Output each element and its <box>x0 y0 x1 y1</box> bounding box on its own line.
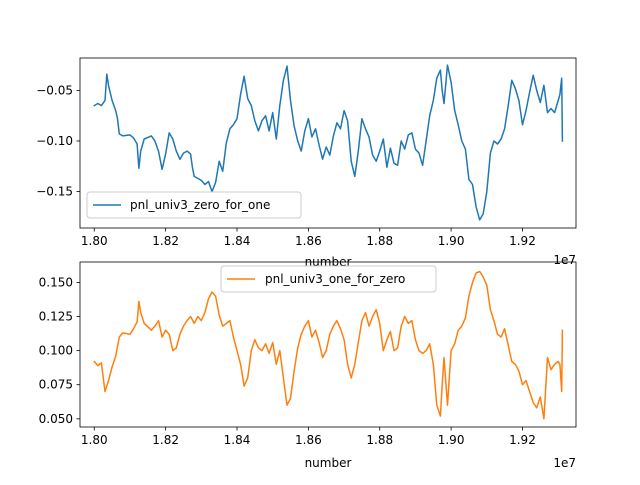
bottom-subplot-series <box>93 270 564 420</box>
bottom-x-tick-label: 1.84 <box>224 433 251 447</box>
bottom-x-tick-label: 1.90 <box>438 433 465 447</box>
top-x-tick-label: 1.82 <box>152 234 179 248</box>
top-subplot-series <box>93 64 564 221</box>
top-x-tick-label: 1.80 <box>81 234 108 248</box>
bottom-y-tick-label: 0.050 <box>39 412 73 426</box>
top-subplot-frame <box>79 57 577 229</box>
top-x-tick-label: 1.90 <box>438 234 465 248</box>
bottom-x-offset-label: 1e7 <box>553 456 576 470</box>
bottom-legend-label: pnl_univ3_one_for_zero <box>265 272 405 286</box>
bottom-x-tick-label: 1.92 <box>509 433 536 447</box>
bottom-x-tick-label: 1.80 <box>81 433 108 447</box>
top-x-tick-label: 1.88 <box>366 234 393 248</box>
top-legend: pnl_univ3_zero_for_one <box>86 191 302 219</box>
top-x-tick-label: 1.84 <box>224 234 251 248</box>
bottom-y-tick-label: 0.150 <box>39 275 73 289</box>
top-legend-box <box>86 191 302 219</box>
top-y-tick-label: −0.10 <box>36 134 73 148</box>
bottom-series-line <box>93 270 564 420</box>
bottom-x-axis-label: number <box>305 456 352 470</box>
bottom-x-tick-label: 1.86 <box>295 433 322 447</box>
bottom-legend: pnl_univ3_one_for_zero <box>220 265 437 293</box>
bottom-subplot-ticks: 1.80 1.82 1.84 1.86 1.88 1.90 1.92 0.050 0.075 0.… <box>39 275 536 447</box>
top-y-tick-label: −0.15 <box>36 185 73 199</box>
top-series-line <box>93 64 564 221</box>
top-y-tick-label: −0.05 <box>36 83 73 97</box>
top-legend-label: pnl_univ3_zero_for_one <box>130 198 270 212</box>
bottom-y-tick-label: 0.125 <box>39 310 73 324</box>
top-subplot: 1.80 1.82 1.84 1.86 1.88 1.90 1.92 −0.15 −0.10 −0… <box>36 57 577 269</box>
top-x-offset-label: 1e7 <box>553 253 576 267</box>
bottom-subplot-frame <box>79 261 577 428</box>
bottom-x-tick-label: 1.82 <box>152 433 179 447</box>
top-subplot-ticks: 1.80 1.82 1.84 1.86 1.88 1.90 1.92 −0.15 −0.10 −0… <box>36 83 536 248</box>
bottom-y-tick-label: 0.100 <box>39 344 73 358</box>
bottom-x-tick-label: 1.88 <box>366 433 393 447</box>
bottom-subplot: 1.80 1.82 1.84 1.86 1.88 1.90 1.92 0.050 0.075 0.… <box>39 261 577 470</box>
top-x-tick-label: 1.92 <box>509 234 536 248</box>
bottom-y-tick-label: 0.075 <box>39 378 73 392</box>
top-x-tick-label: 1.86 <box>295 234 322 248</box>
bottom-legend-box <box>220 265 437 293</box>
